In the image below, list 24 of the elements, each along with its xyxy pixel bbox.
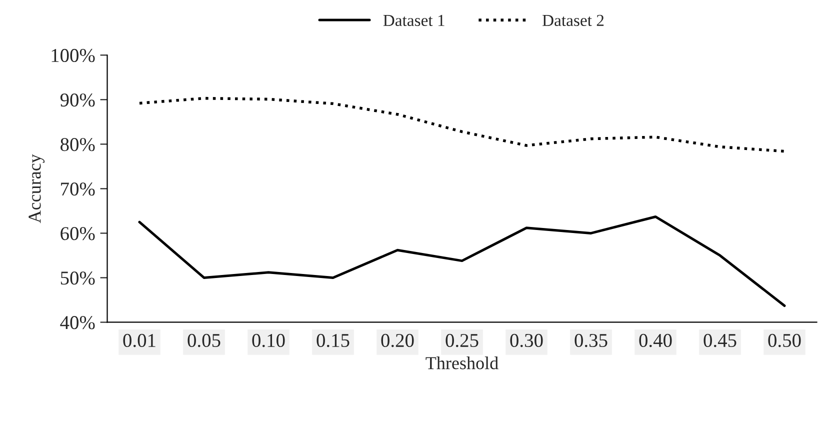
- y-axis-title: Accuracy: [28, 154, 45, 224]
- y-tick-label: 100%: [52, 48, 95, 62]
- x-tick-label: 0.45: [704, 334, 736, 348]
- x-tick-label: 0.50: [768, 334, 801, 348]
- y-tick-label: 70%: [61, 182, 95, 196]
- x-tick-label: 0.05: [188, 334, 220, 348]
- x-tick-label: 0.35: [574, 334, 608, 348]
- legend-label: Dataset 1: [383, 14, 444, 26]
- legend-label: Dataset 2: [542, 14, 604, 26]
- y-tick-label: 50%: [60, 272, 95, 285]
- line-series: [138, 215, 786, 308]
- x-tick-label: 0.01: [123, 334, 156, 348]
- x-tick-label: 0.40: [639, 334, 672, 348]
- x-tick-label: 0.10: [252, 334, 285, 348]
- x-tick-label: 0.15: [316, 334, 350, 348]
- x-tick-label: 0.30: [510, 334, 543, 348]
- y-tick-label: 60%: [60, 227, 95, 240]
- x-tick-label: 0.20: [381, 334, 414, 348]
- y-tick-label: 40%: [60, 316, 95, 330]
- x-axis-title: Threshold: [426, 356, 498, 370]
- x-tick-label: 0.25: [446, 334, 478, 348]
- y-tick-label: 90%: [60, 93, 95, 107]
- y-tick-label: 80%: [60, 138, 95, 152]
- line-series: [138, 96, 786, 153]
